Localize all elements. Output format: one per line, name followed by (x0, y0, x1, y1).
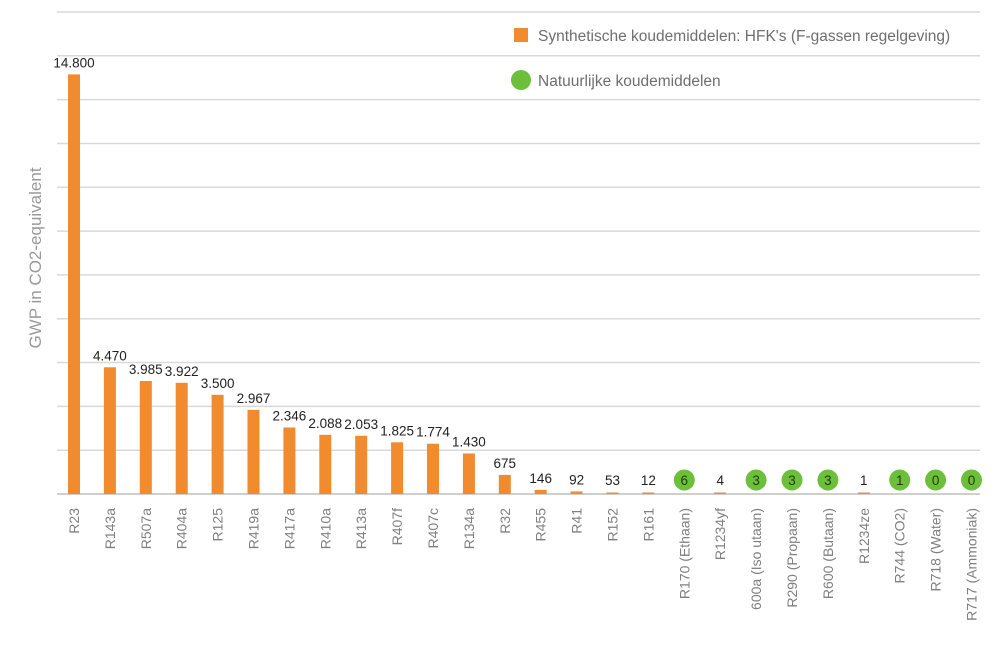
data-label-10: 1.774 (416, 425, 450, 440)
x-tick-label-19: 600a (Iso utaan) (748, 508, 764, 610)
data-label-21: 3 (824, 473, 832, 488)
data-label-17: 6 (681, 473, 689, 488)
x-tick-label-18: R1234yf (712, 508, 728, 560)
legend-natural-swatch (511, 70, 531, 90)
x-tick-label-8: R413a (353, 508, 369, 549)
gridlines (57, 11, 980, 495)
x-tick-label-15: R152 (605, 508, 621, 542)
x-tick-label-0: R23 (66, 508, 82, 534)
data-label-7: 2.088 (308, 416, 342, 431)
data-label-15: 53 (605, 473, 620, 488)
data-label-14: 92 (569, 472, 584, 487)
data-label-24: 0 (932, 473, 940, 488)
legend-synthetic-swatch (514, 28, 528, 42)
data-label-23: 1 (896, 473, 904, 488)
x-tick-label-22: R1234ze (856, 508, 872, 564)
legend: Synthetische koudemiddelen: HFK's (F-gas… (511, 28, 950, 90)
bar-0 (68, 74, 80, 495)
x-tick-label-2: R507a (138, 508, 154, 549)
bar-6 (283, 427, 296, 494)
bars (68, 74, 982, 495)
x-tick-label-5: R419a (246, 508, 262, 549)
data-label-20: 3 (788, 473, 796, 488)
bar-22 (857, 492, 870, 494)
data-label-19: 3 (752, 473, 760, 488)
x-tick-label-17: R170 (Ethaan) (676, 508, 692, 599)
x-tick-label-7: R410a (317, 508, 333, 549)
data-label-0: 14.800 (53, 55, 94, 70)
bar-5 (247, 409, 260, 494)
x-tick-label-25: R717 (Ammoniak) (964, 508, 980, 621)
data-label-18: 4 (716, 473, 724, 488)
x-tick-label-14: R41 (569, 508, 585, 534)
x-tick-label-12: R32 (497, 508, 513, 534)
natural-marker-21 (817, 469, 839, 491)
natural-marker-19 (745, 469, 767, 491)
bar-2 (139, 381, 152, 494)
data-label-5: 2.967 (237, 391, 271, 406)
x-tick-labels: R23 R143a R507a R404a R125 R419a R417a R410a R41… (66, 508, 980, 621)
data-label-3: 3.922 (165, 364, 199, 379)
natural-marker-23 (889, 469, 911, 491)
x-tick-label-1: R143a (102, 508, 118, 549)
bar-9 (391, 442, 404, 494)
bar-4 (211, 394, 224, 494)
x-tick-label-4: R125 (210, 508, 226, 542)
x-tick-label-21: R600 (Butaan) (820, 508, 836, 599)
x-tick-label-20: R290 (Propaan) (784, 508, 800, 608)
legend-synthetic-label: Synthetische koudemiddelen: HFK's (F-gas… (538, 28, 950, 45)
data-label-11: 1.430 (452, 435, 486, 450)
data-label-16: 12 (641, 473, 656, 488)
legend-natural-label: Natuurlijke koudemiddelen (538, 73, 721, 90)
bar-18 (714, 492, 727, 494)
natural-marker-17 (673, 469, 695, 491)
data-label-12: 675 (494, 456, 517, 471)
data-label-9: 1.825 (380, 423, 414, 438)
natural-marker-20 (781, 469, 803, 491)
x-tick-label-3: R404a (174, 508, 190, 549)
x-tick-label-6: R417a (281, 508, 297, 549)
x-tick-label-23: R744 (CO2) (892, 508, 908, 583)
data-label-22: 1 (860, 473, 868, 488)
bar-11 (462, 453, 475, 494)
data-label-2: 3.985 (129, 362, 163, 377)
bar-14 (570, 491, 583, 494)
natural-marker-24 (925, 469, 947, 491)
data-label-13: 146 (529, 471, 552, 486)
bar-16 (642, 492, 655, 494)
bar-10 (427, 443, 439, 494)
x-tick-label-16: R161 (640, 508, 656, 542)
x-tick-label-13: R455 (533, 508, 549, 542)
data-label-8: 2.053 (344, 417, 378, 432)
x-tick-label-11: R134a (461, 508, 477, 549)
bar-7 (319, 434, 332, 494)
natural-marker-25 (961, 469, 982, 491)
data-label-1: 4.470 (93, 348, 127, 363)
bar-12 (498, 474, 511, 494)
bar-3 (175, 382, 188, 494)
data-label-25: 0 (968, 473, 976, 488)
bar-1 (103, 367, 116, 494)
y-axis-label: GWP in CO2-equivalent (26, 167, 45, 348)
data-label-6: 2.346 (273, 409, 307, 424)
x-tick-label-24: R718 (Water) (928, 508, 944, 592)
bar-15 (606, 492, 619, 494)
data-label-4: 3.500 (201, 376, 235, 391)
x-tick-label-9: R407f (389, 508, 405, 545)
x-tick-label-10: R407c (425, 508, 441, 548)
bar-8 (355, 435, 368, 494)
bar-13 (534, 489, 547, 494)
